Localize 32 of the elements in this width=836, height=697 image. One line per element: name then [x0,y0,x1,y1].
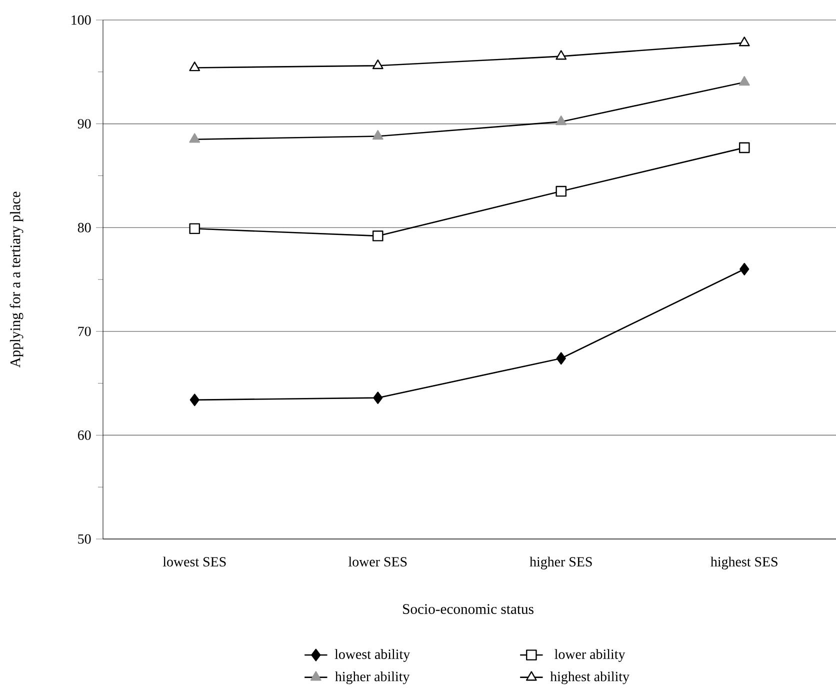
x-tick-label: highest SES [710,556,778,570]
y-tick-label: 60 [78,430,91,440]
y-axis-title: Applying for a a tertiary place [10,192,24,368]
point [373,392,383,404]
point [556,116,567,126]
point [189,223,200,234]
x-tick-label: lowest SES [162,556,226,567]
x-tick-label: lower SES [348,556,407,567]
point [372,59,384,70]
legend-label: highest ability [550,671,630,684]
legend-label: lowest ability [334,649,410,662]
legend-label: lower ability [554,649,626,662]
point [189,62,200,72]
point [556,50,567,60]
point [190,394,200,406]
point [372,230,384,242]
x-tick-label: higher SES [530,556,592,570]
point [738,142,750,154]
y-tick-label: 50 [78,534,91,544]
point [189,133,200,143]
y-tick-label: 100 [72,15,91,25]
y-tick-label: 70 [78,326,91,336]
x-axis-title: Socio-economic status [403,604,534,614]
point [556,352,566,365]
legend-label: higher ability [335,671,410,684]
point [738,36,750,46]
y-tick-label: 80 [78,222,91,232]
point [372,130,384,140]
y-tick-label: 90 [78,119,91,129]
point [556,186,567,197]
point [738,76,750,86]
point [740,262,750,276]
